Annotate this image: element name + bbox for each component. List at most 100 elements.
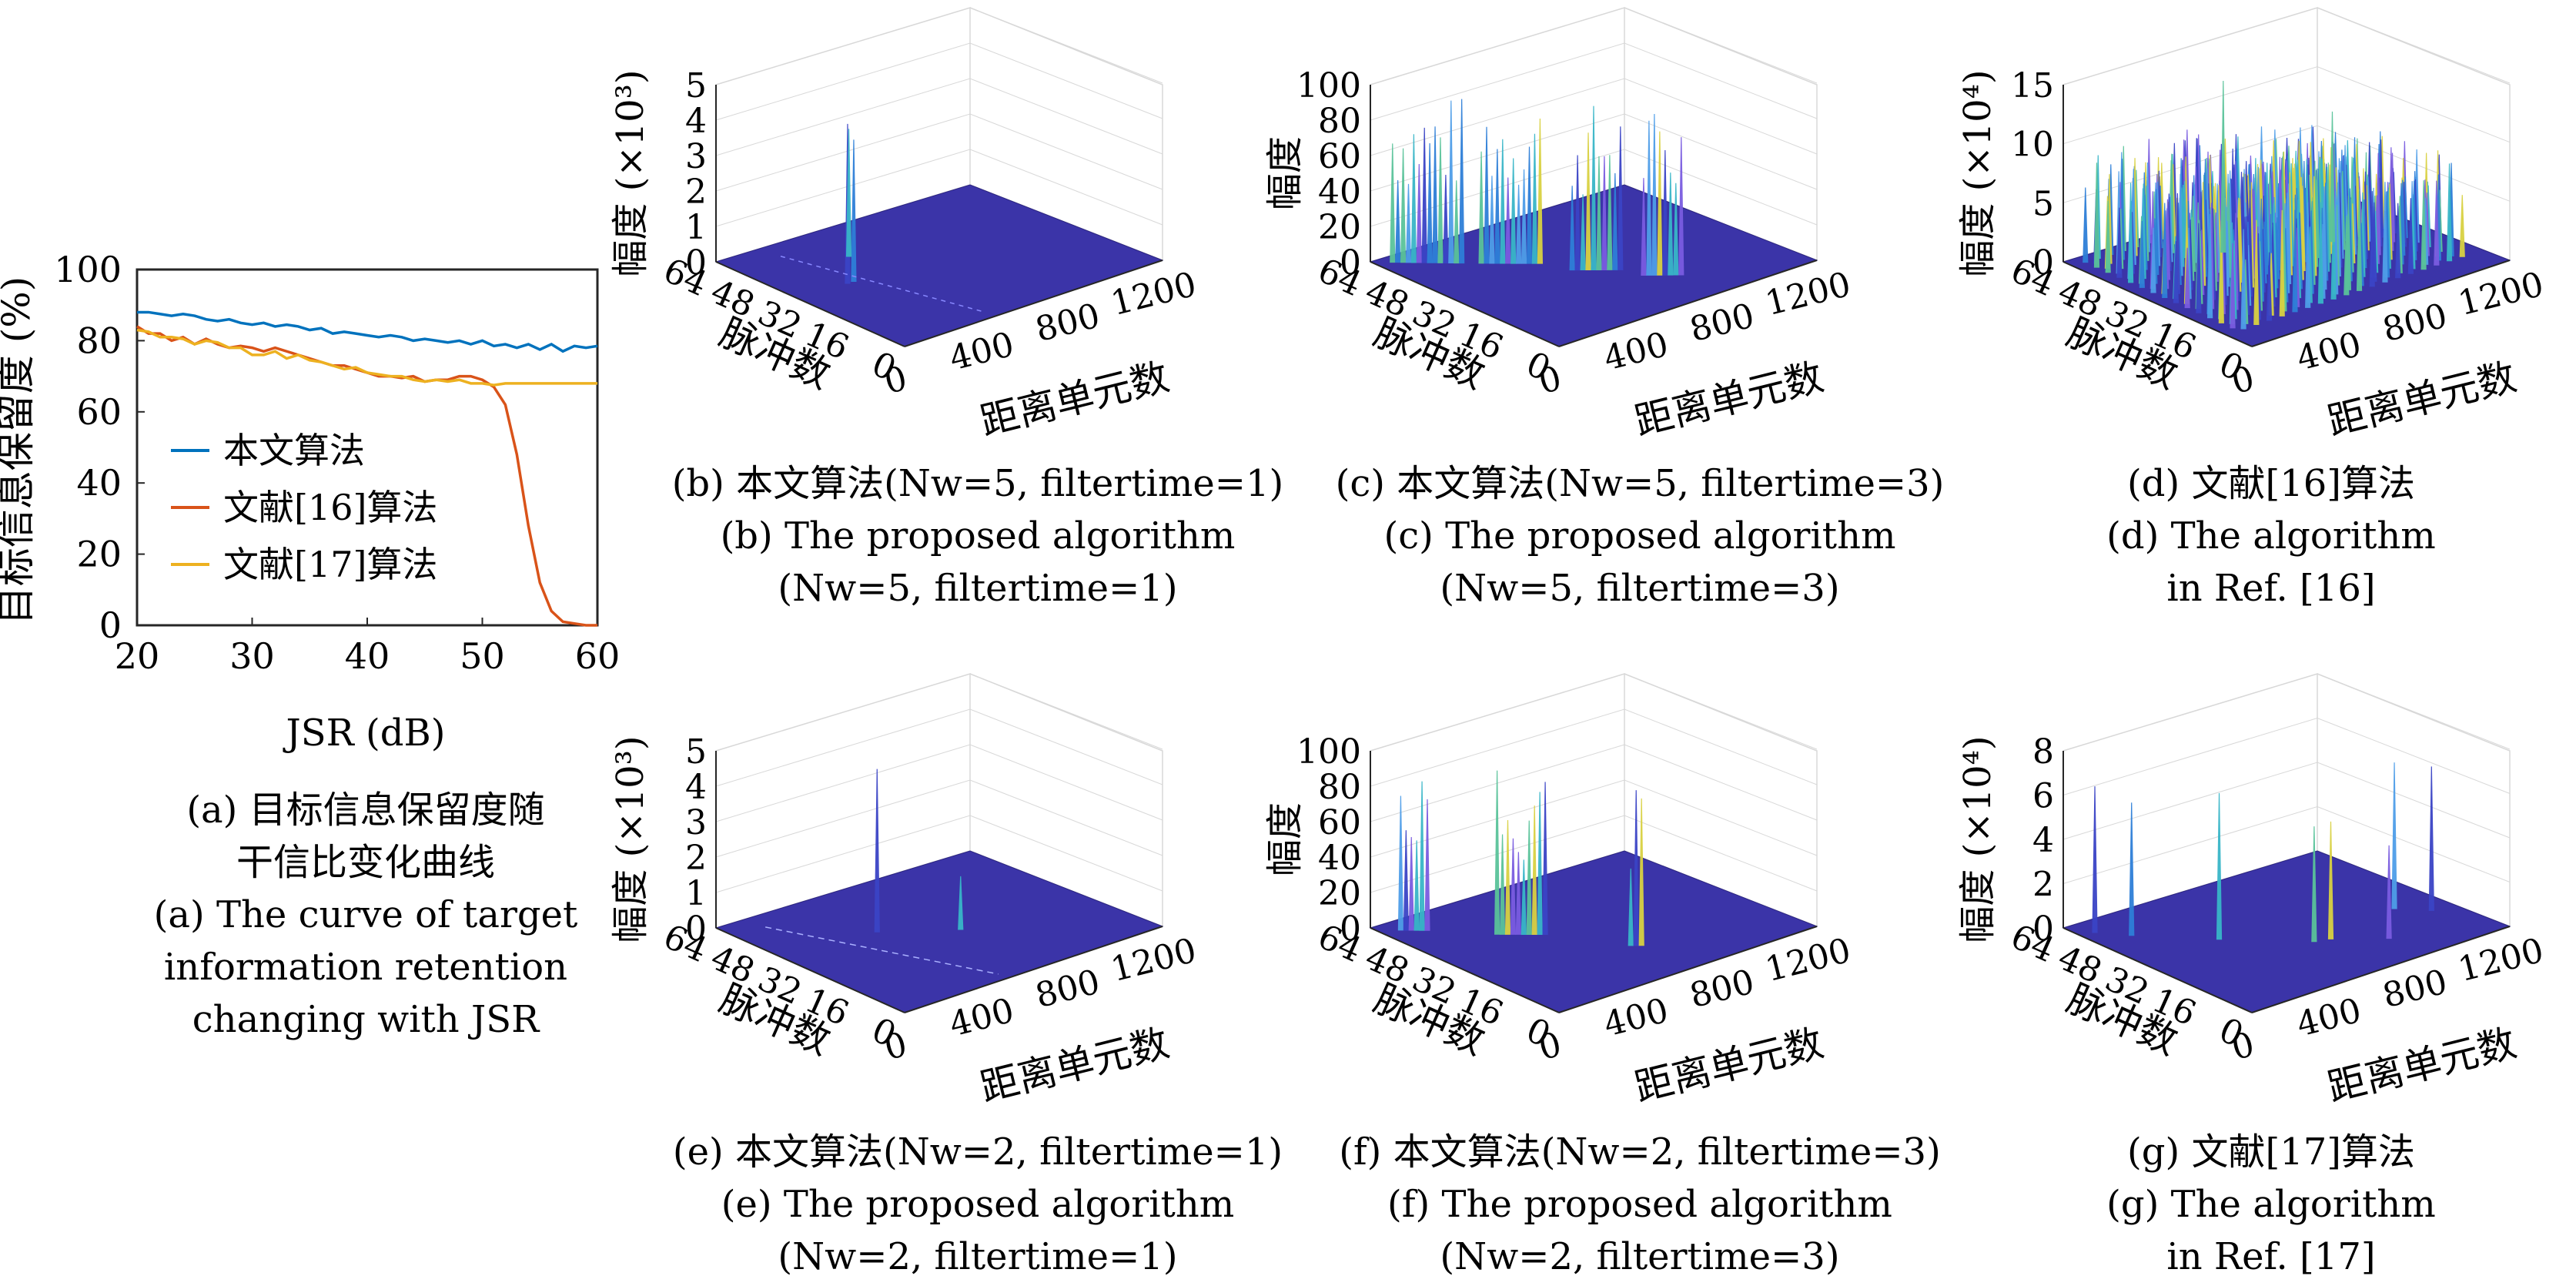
- chart-a-xtick-label: 20: [115, 635, 160, 677]
- grid-z-line: [1370, 673, 1818, 752]
- caption-c: (c) 本文算法(Nw=5, filtertime=3) (c) The pro…: [1293, 457, 1986, 615]
- z-tick-label: 60: [1318, 803, 1361, 842]
- z-tick-label: 40: [1318, 172, 1361, 212]
- data-spike: [1405, 183, 1412, 263]
- data-spike: [2330, 205, 2337, 300]
- y-axis: [2062, 927, 2253, 1013]
- data-peak: [2220, 81, 2226, 253]
- grid-z-line: [715, 779, 1163, 858]
- data-spike: [1638, 798, 1644, 946]
- grid-z-line: [715, 42, 1163, 121]
- x-axis-label: 距离单元数: [1631, 1020, 1828, 1110]
- chart-a-legend-label-2: 文献[16]算法: [223, 487, 437, 528]
- z-tick-label: 60: [1318, 137, 1361, 176]
- data-spike: [1531, 805, 1537, 935]
- data-spike: [1612, 172, 1618, 270]
- data-spike: [2407, 198, 2414, 274]
- z-tick-label: 0: [2032, 243, 2054, 283]
- caption-e: (e) 本文算法(Nw=2, filtertime=1) (e) The pro…: [631, 1126, 1324, 1283]
- caption-a-en-2: information retention: [163, 946, 568, 989]
- data-spike: [2128, 183, 2134, 283]
- x-tick-label: 0: [1535, 359, 1566, 402]
- caption-f: (f) 本文算法(Nw=2, filtertime=3) (f) The pro…: [1293, 1126, 1986, 1283]
- chart-a-xtick-label: 50: [460, 635, 505, 677]
- z-axis-label: 幅度: [1263, 802, 1306, 876]
- x-tick-label: 0: [2228, 359, 2259, 402]
- data-spike: [1537, 119, 1543, 264]
- data-spike: [2343, 215, 2350, 296]
- data-spike: [2173, 241, 2180, 303]
- caption-g: (g) 文献[17]算法 (g) The algorithm in Ref. […: [2032, 1126, 2510, 1283]
- chart-a-ytick-label: 80: [76, 320, 122, 361]
- data-peak: [845, 129, 852, 257]
- data-spike: [1403, 830, 1409, 931]
- chart-a-xtick-label: 30: [229, 635, 275, 677]
- chart-a-xtick-label: 60: [575, 635, 621, 677]
- data-spike: [1591, 105, 1597, 271]
- data-spike: [1662, 149, 1668, 276]
- data-peak: [2129, 802, 2135, 936]
- x-axis-label: 距离单元数: [976, 1020, 1174, 1110]
- x-tick-label: 400: [2293, 325, 2365, 379]
- data-spike: [1673, 183, 1679, 276]
- caption-a-cn-2: 干信比变化曲线: [236, 841, 495, 884]
- z-tick-label: 6: [2032, 777, 2054, 816]
- grid-z-line: [715, 744, 1163, 822]
- caption-g-en-2: in Ref. [17]: [2166, 1235, 2376, 1278]
- data-spike: [1424, 799, 1430, 931]
- data-spike: [1521, 859, 1527, 935]
- z-tick-label: 20: [1318, 208, 1361, 247]
- caption-a: (a) 目标信息保留度随 干信比变化曲线 (a) The curve of ta…: [115, 784, 616, 1046]
- grid-z-line: [2062, 673, 2511, 752]
- data-spike: [1500, 139, 1506, 264]
- data-spike: [2317, 202, 2324, 304]
- grid-z-line: [715, 708, 1163, 787]
- x-tick-label: 400: [945, 325, 1018, 379]
- caption-c-en-2: (Nw=5, filtertime=3): [1440, 567, 1840, 610]
- data-spike: [1531, 133, 1538, 264]
- chart-a-legend-label-3: 文献[17]算法: [223, 544, 437, 585]
- data-spike: [2083, 187, 2089, 263]
- data-spike: [1443, 175, 1449, 263]
- target-trace: [780, 256, 986, 313]
- z-axis-label: 幅度: [1263, 136, 1306, 210]
- data-peak: [2329, 111, 2336, 243]
- data-spike: [1596, 156, 1602, 270]
- data-spike: [1641, 178, 1647, 276]
- data-spike: [2369, 191, 2375, 287]
- target-trace: [765, 926, 999, 975]
- data-spike: [2292, 209, 2298, 313]
- z-tick-label: 40: [1318, 839, 1361, 878]
- z-tick-label: 5: [2032, 184, 2054, 223]
- grid-z-line: [715, 7, 1163, 85]
- data-spike: [2184, 247, 2190, 309]
- data-spike: [1427, 143, 1433, 263]
- z-tick-label: 4: [685, 768, 707, 807]
- x-tick-label: 800: [1032, 296, 1104, 350]
- data-spike: [2266, 252, 2273, 321]
- z-tick-label: 15: [2011, 66, 2054, 105]
- data-spike: [1416, 163, 1422, 263]
- data-spike: [1408, 837, 1414, 931]
- chart-a-ytick-label: 100: [54, 249, 122, 290]
- x-tick-label: 0: [881, 1025, 912, 1068]
- data-spike: [2382, 182, 2388, 283]
- data-peak: [2386, 845, 2392, 939]
- data-spike: [1395, 179, 1401, 263]
- grid-z-line: [2062, 7, 2511, 85]
- grid-z-line: [2062, 717, 2511, 795]
- grid-z-line: [715, 113, 1163, 192]
- z-tick-label: 10: [2011, 126, 2054, 165]
- chart-a-xlabel: JSR (dB): [283, 712, 446, 755]
- z-tick-label: 3: [685, 137, 707, 176]
- z-tick-label: 0: [1340, 909, 1361, 949]
- grid-z-line: [1370, 78, 1818, 156]
- data-spike: [1585, 132, 1591, 271]
- grid-z-line: [1370, 708, 1818, 787]
- z-axis-label: 幅度 (×10³): [609, 735, 652, 943]
- grid-z-line: [1370, 149, 1818, 227]
